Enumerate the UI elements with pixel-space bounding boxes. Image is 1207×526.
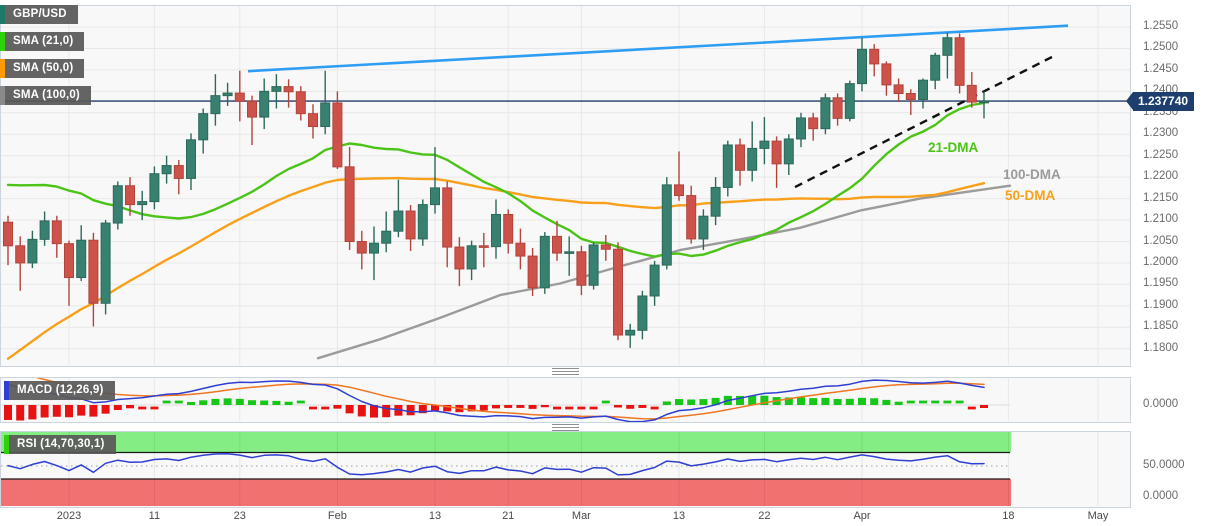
- price-tick-label: 1.1800: [1143, 341, 1179, 354]
- panel-resize-grip-macd[interactable]: [552, 368, 579, 375]
- rsi-oversold-band: [1, 479, 1011, 506]
- sma21-annotation: 21-DMA: [928, 140, 979, 155]
- price-tick-label: 1.2050: [1143, 234, 1179, 247]
- price-tick-label: 1.2500: [1143, 41, 1179, 54]
- rsi-badge-label: RSI (14,70,30,1): [9, 435, 116, 454]
- price-tick-label: 1.1950: [1143, 277, 1179, 290]
- sma21-badge-label: SMA (21,0): [5, 32, 85, 51]
- sma50-annotation: 50-DMA: [1005, 188, 1056, 203]
- price-tick-label: 1.2550: [1143, 20, 1179, 32]
- support-trendline-dashed: [794, 53, 1058, 189]
- sma50-badge[interactable]: SMA (50,0): [0, 59, 85, 78]
- rsi-overbought-band: [1, 432, 1011, 453]
- time-tick-label: Feb: [327, 510, 347, 522]
- rsi-panel: [0, 431, 1131, 508]
- time-tick-label: May: [1087, 510, 1109, 522]
- price-tick-label: 1.2200: [1143, 170, 1179, 183]
- macd-panel: [0, 377, 1131, 423]
- candles-layer: [3, 32, 989, 348]
- time-tick-label: 13: [428, 510, 442, 522]
- sma50-color-strip: [0, 59, 5, 78]
- panel-resize-grip-rsi[interactable]: [552, 424, 579, 431]
- rsi-tick-label: 50.0000: [1143, 459, 1185, 471]
- last-price-badge: 1.237740: [1125, 92, 1195, 111]
- time-tick-label: 11: [148, 510, 161, 522]
- time-tick-label: Apr: [853, 510, 871, 522]
- symbol-color-strip: [0, 5, 5, 24]
- sma21-badge[interactable]: SMA (21,0): [0, 32, 85, 51]
- price-tick-label: 1.2250: [1143, 148, 1179, 161]
- sma100-color-strip: [0, 86, 5, 105]
- time-tick-label: 23: [233, 510, 246, 522]
- time-tick-label: 21: [502, 510, 515, 522]
- time-tick-label: 18: [1002, 510, 1015, 522]
- resistance-trendline: [247, 24, 1069, 73]
- macd-tick-label: 0.0000: [1143, 398, 1179, 410]
- price-tick-label: 1.2100: [1143, 213, 1179, 226]
- price-tick-label: 1.1850: [1143, 320, 1179, 333]
- sma21-color-strip: [0, 32, 5, 51]
- price-tick-label: 1.2000: [1143, 255, 1179, 268]
- price-grid: [1, 6, 1130, 365]
- macd-badge[interactable]: MACD (12,26,9): [4, 381, 115, 400]
- rsi-tick-label: 0.0000: [1143, 490, 1179, 502]
- rsi-badge[interactable]: RSI (14,70,30,1): [4, 435, 116, 454]
- sma50-badge-label: SMA (50,0): [5, 59, 85, 78]
- time-tick-label: 13: [672, 510, 686, 522]
- macd-series: [4, 378, 988, 422]
- sma100-annotation: 100-DMA: [1003, 167, 1061, 182]
- price-series: [1, 24, 1130, 360]
- price-tick-label: 1.1900: [1143, 298, 1179, 311]
- time-tick-label: 22: [758, 510, 771, 522]
- price-chart-canvas[interactable]: [0, 0, 1207, 370]
- price-tick-label: 1.2300: [1143, 127, 1179, 140]
- sma100-badge[interactable]: SMA (100,0): [0, 86, 91, 105]
- time-tick-label: 2023: [56, 510, 82, 522]
- price-tick-label: 1.2150: [1143, 191, 1179, 204]
- symbol-badge-label: GBP/USD: [5, 5, 78, 24]
- symbol-badge[interactable]: GBP/USD: [0, 5, 78, 24]
- sma100-badge-label: SMA (100,0): [5, 86, 91, 105]
- time-tick-label: Mar: [571, 510, 591, 522]
- rsi-series: [1, 432, 1099, 506]
- price-tick-label: 1.2450: [1143, 62, 1179, 75]
- macd-grid: [1, 378, 1099, 421]
- macd-badge-label: MACD (12,26,9): [9, 381, 115, 400]
